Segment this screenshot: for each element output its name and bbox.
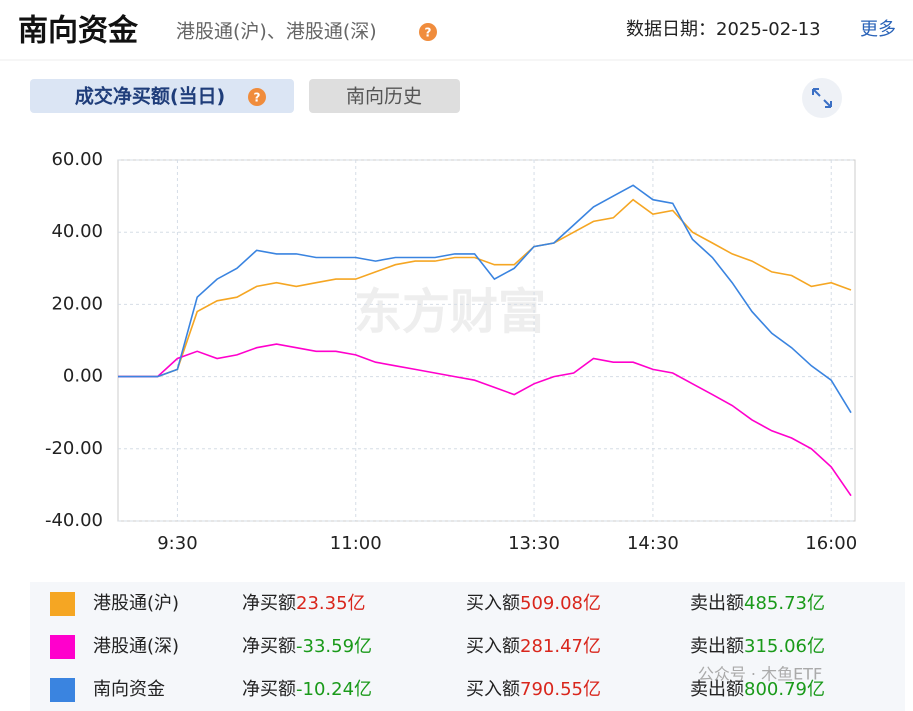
summary-cell: 净买额-33.59亿	[242, 636, 372, 657]
y-tick-label: 20.00	[51, 293, 103, 314]
tab-label: 成交净买额(当日)	[75, 85, 225, 108]
summary-label: 卖出额	[690, 593, 744, 614]
x-tick-label: 14:30	[627, 533, 679, 554]
summary-value: 23.35亿	[296, 593, 366, 614]
summary-cell: 买入额509.08亿	[466, 593, 601, 614]
summary-value: 281.47亿	[520, 636, 601, 657]
legend-swatch	[50, 592, 75, 616]
summary-label: 净买额	[242, 636, 296, 657]
y-tick-label: 0.00	[63, 366, 103, 387]
summary-cell: 买入额281.47亿	[466, 636, 601, 657]
summary-cell: 净买额23.35亿	[242, 593, 366, 614]
date: 2025-02-13	[716, 19, 821, 40]
subtitle: 港股通(沪)、港股通(深)	[176, 21, 377, 43]
watermark: 东方财富	[354, 284, 546, 340]
legend-swatch	[50, 635, 75, 659]
legend-label: 南向资金	[93, 679, 165, 700]
summary-label: 买入额	[466, 679, 520, 700]
summary-label: 卖出额	[690, 679, 744, 700]
series-line	[118, 343, 852, 497]
more-link[interactable]: 更多	[860, 19, 896, 40]
summary-label: 买入额	[466, 636, 520, 657]
help-icon-mark: ?	[425, 26, 432, 40]
summary-label: 卖出额	[690, 636, 744, 657]
y-tick-label: -40.00	[45, 510, 103, 531]
date-label: 数据日期：2025-02-13	[626, 19, 821, 40]
x-tick-label: 11:00	[330, 533, 382, 554]
help-icon-mark: ?	[254, 91, 261, 105]
summary-value: 509.08亿	[520, 593, 601, 614]
plot-frame	[117, 159, 856, 522]
summary-label: 净买额	[242, 679, 296, 700]
summary-value: -10.24亿	[296, 679, 372, 700]
series-line	[118, 198, 852, 378]
legend-label: 港股通(深)	[93, 636, 179, 657]
summary-cell: 买入额790.55亿	[466, 679, 601, 700]
legend-swatch	[50, 678, 75, 702]
summary-label: 净买额	[242, 593, 296, 614]
expand-button[interactable]	[802, 78, 842, 118]
summary-value: -33.59亿	[296, 636, 372, 657]
help-icon[interactable]	[248, 88, 266, 106]
help-icon[interactable]	[419, 23, 437, 41]
page-title: 南向资金	[18, 14, 139, 49]
series-line	[118, 184, 852, 414]
summary-cell: 卖出额800.79亿	[690, 679, 825, 700]
x-tick-label: 16:00	[805, 533, 857, 554]
expand-icon	[812, 88, 832, 108]
summary-label: 买入额	[466, 593, 520, 614]
footer-watermark: 公众号 · 木鱼ETF	[698, 665, 822, 684]
summary-value: 800.79亿	[744, 679, 825, 700]
x-tick-label: 13:30	[508, 533, 560, 554]
summary-cell: 净买额-10.24亿	[242, 679, 372, 700]
y-tick-label: 60.00	[51, 149, 103, 170]
summary-value: 790.55亿	[520, 679, 601, 700]
x-tick-label: 9:30	[157, 533, 197, 554]
tab-active[interactable]	[30, 79, 294, 113]
summary-value: 315.06亿	[744, 636, 825, 657]
y-tick-label: -20.00	[45, 438, 103, 459]
summary-panel	[30, 582, 905, 711]
y-tick-label: 40.00	[51, 221, 103, 242]
legend-label: 港股通(沪)	[93, 593, 179, 614]
date-label-text: 数据日期：	[626, 19, 716, 40]
summary-cell: 卖出额315.06亿	[690, 636, 825, 657]
tab[interactable]	[309, 79, 460, 113]
tab-label: 南向历史	[346, 86, 422, 108]
summary-cell: 卖出额485.73亿	[690, 593, 825, 614]
summary-value: 485.73亿	[744, 593, 825, 614]
